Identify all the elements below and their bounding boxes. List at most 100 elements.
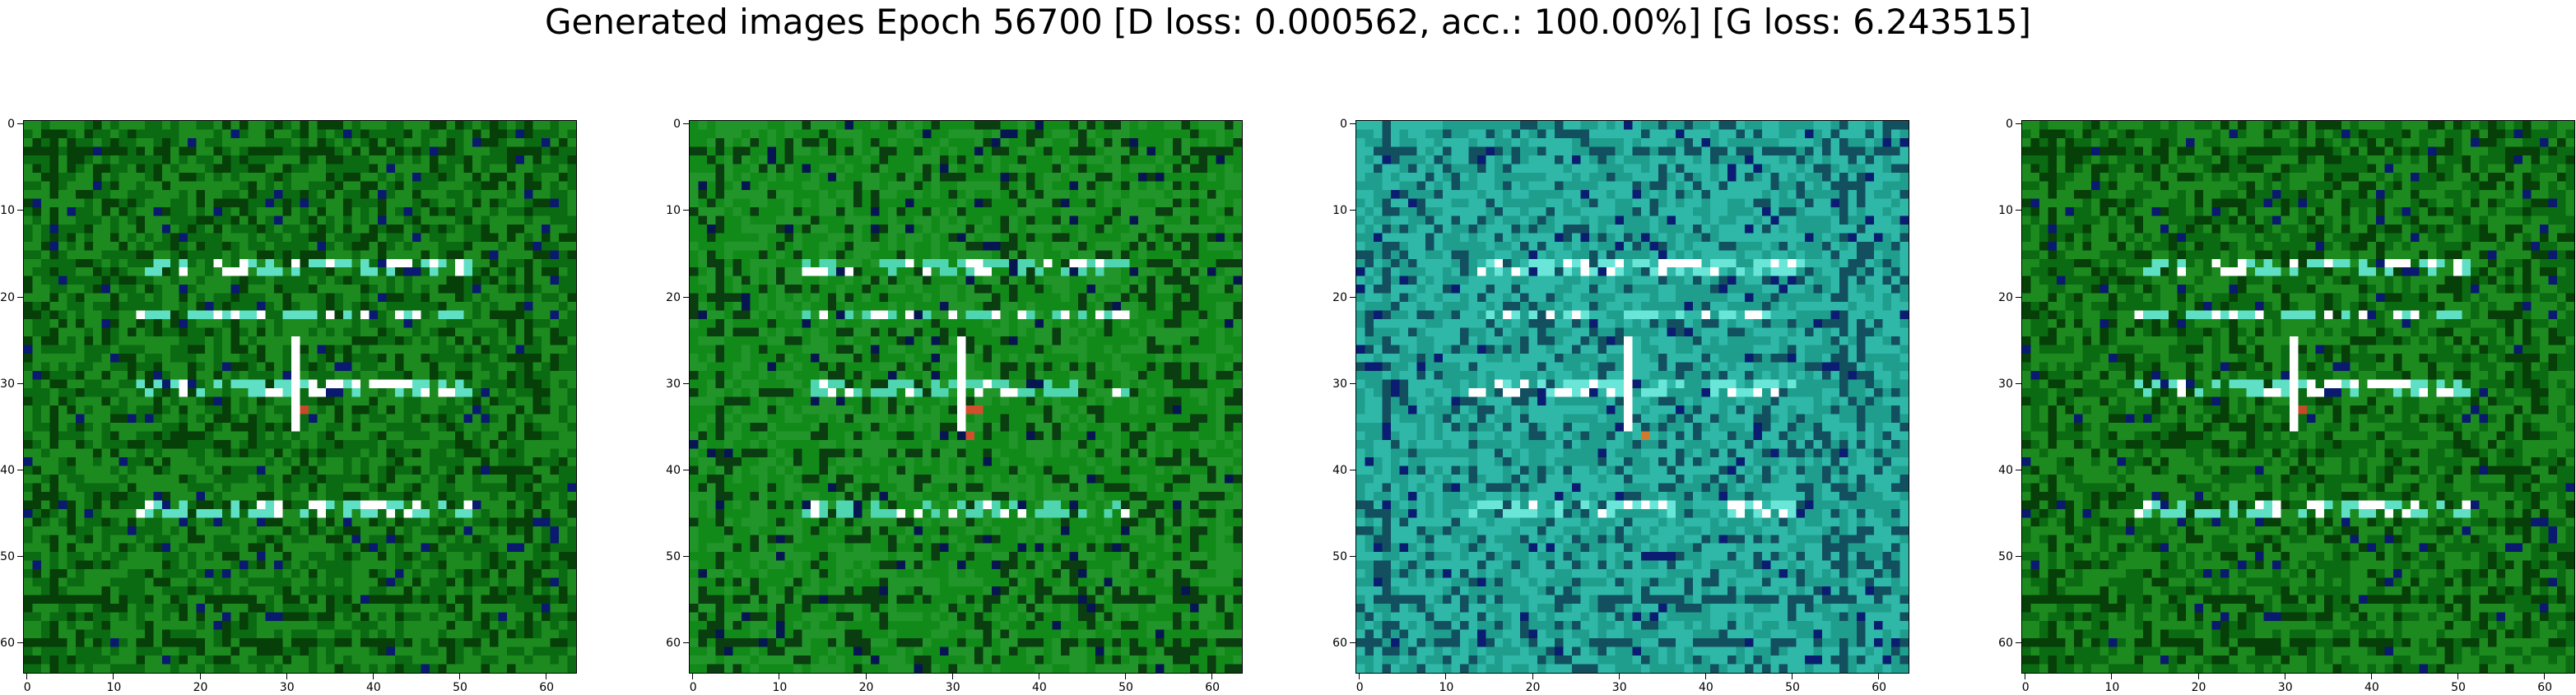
pixel [351,354,361,363]
pixel [532,638,542,647]
pixel [784,189,794,199]
pixel [853,172,863,182]
pixel [1043,224,1053,234]
pixel [265,336,275,345]
pixel [802,129,811,139]
pixel [40,586,50,595]
pixel [490,491,499,501]
pixel [136,612,145,622]
pixel [24,233,33,242]
pixel [550,439,560,449]
pixel [92,371,102,380]
pixel [84,612,94,622]
pixel [92,543,102,553]
pixel [507,586,516,595]
pixel [923,198,932,208]
pixel [412,646,421,656]
pixel [92,336,102,345]
pixel [136,146,145,156]
pixel [991,233,1001,242]
pixel [472,552,481,561]
pixel [784,137,794,147]
pixel [300,569,309,578]
pixel [896,121,906,130]
pixel [550,646,560,656]
pixel [472,474,481,484]
pixel [282,552,292,561]
pixel [567,388,576,397]
pixel [403,508,413,518]
pixel [101,466,111,475]
pixel [136,491,145,501]
pixel [767,206,777,216]
pixel [75,646,85,656]
pixel [498,656,508,665]
pixel [515,483,525,493]
pixel [463,535,473,544]
pixel [827,215,837,225]
pixel [1181,137,1191,147]
pixel [170,121,179,130]
pixel [325,198,335,208]
pixel [1035,129,1044,139]
pixel [300,448,309,458]
pixel [334,483,344,493]
pixel [119,604,128,613]
pixel [325,646,335,656]
pixel [723,198,733,208]
pixel [282,198,292,208]
pixel [92,258,102,268]
pixel [239,491,249,501]
pixel [248,345,258,354]
pixel [179,569,188,578]
pixel [230,466,240,475]
y-tick [17,382,23,384]
pixel [308,396,318,406]
pixel [308,137,318,147]
pixel [394,466,404,475]
pixel [109,146,119,156]
pixel [101,285,111,294]
pixel [438,543,447,553]
pixel [300,276,309,285]
pixel [507,121,516,130]
pixel [317,491,327,501]
pixel [403,491,413,501]
pixel [205,258,214,268]
pixel [58,285,67,294]
pixel [161,155,171,164]
pixel [213,560,223,570]
pixel [342,327,352,337]
pixel [179,345,188,354]
pixel [222,302,231,311]
pixel [360,560,370,570]
pixel [559,164,568,174]
pixel [109,336,119,345]
pixel [463,414,473,424]
pixel [127,595,137,605]
pixel [205,327,214,337]
pixel [213,431,223,441]
pixel [317,129,327,139]
pixel [205,414,214,424]
pixel [308,552,318,561]
pixel [40,345,50,354]
pixel [282,164,292,174]
pixel [101,456,111,466]
pixel [188,517,197,526]
pixel [974,215,983,225]
pixel [991,224,1001,234]
pixel [325,293,335,303]
pixel [179,595,188,605]
pixel [92,206,102,216]
pixel [862,233,872,242]
pixel [455,508,464,518]
pixel [690,155,699,164]
pixel [24,181,33,191]
pixel [291,164,300,174]
pixel [230,302,240,311]
pixel [472,146,481,156]
pixel [750,206,760,216]
pixel [690,233,699,242]
pixel [559,250,568,259]
